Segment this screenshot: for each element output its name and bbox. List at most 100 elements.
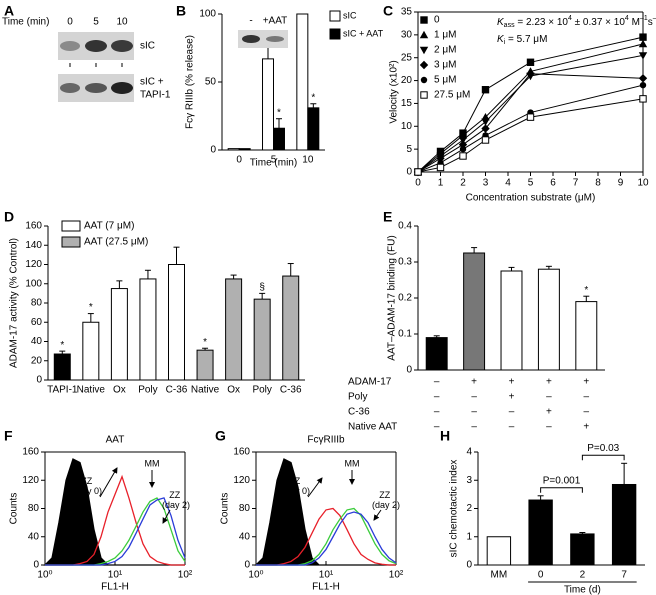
bar	[262, 58, 275, 151]
table-row-label: ADAM-17	[348, 377, 392, 388]
y-tick-label: 0.3	[398, 257, 412, 268]
bar	[82, 321, 100, 381]
fit-line	[417, 36, 644, 173]
x-tick-label: 10¹	[108, 570, 123, 581]
x-tick-label: 10¹	[319, 570, 334, 581]
y-tick-label: 120	[233, 475, 250, 486]
annotation-part: = 2.23 × 10	[515, 17, 569, 28]
annotation-part: ± 0.37 × 10	[572, 17, 625, 28]
table-cell: +	[546, 377, 552, 388]
blot-row-label: TAPI-1	[140, 90, 171, 101]
bracket	[540, 487, 583, 493]
bar	[110, 288, 128, 381]
y-tick-label: 1	[466, 531, 472, 542]
table-cell: –	[584, 407, 590, 418]
annotation-arrow	[307, 477, 323, 498]
table-cell: –	[434, 392, 440, 403]
inset-blot	[238, 30, 288, 48]
bar	[225, 278, 243, 381]
bar	[575, 301, 598, 371]
bar	[238, 148, 251, 151]
bar	[227, 148, 240, 151]
annotation-part: = 5.7 μM	[505, 34, 547, 45]
x-tick-label: 9	[618, 178, 624, 189]
significance-marker: *	[203, 337, 207, 348]
table-cell: –	[434, 377, 440, 388]
y-axis-label: ADAM-17 activity (% Control)	[9, 238, 20, 368]
x-tick-label: Ox	[227, 385, 240, 396]
x-tick-label: Native	[77, 385, 106, 396]
panel-letter: E	[383, 209, 392, 225]
legend-label: 5 μM	[434, 75, 456, 86]
y-tick-label: 35	[401, 7, 413, 18]
point	[420, 16, 428, 24]
annotation: ZZ (day 2)	[162, 490, 190, 510]
legend-label: sIC + AAT	[343, 28, 384, 38]
x-tick-label: 0	[415, 178, 421, 189]
blot-band	[60, 83, 80, 93]
bar	[253, 298, 271, 381]
table-cell: –	[434, 407, 440, 418]
x-tick-label: Ox	[113, 385, 126, 396]
annotation-arrow	[99, 467, 118, 498]
fit-line	[417, 73, 644, 173]
x-tick-label: Native	[191, 385, 220, 396]
point	[458, 131, 468, 139]
bar	[307, 107, 320, 151]
point	[481, 124, 490, 133]
y-tick-label: 160	[25, 221, 42, 232]
y-tick-label: 0.2	[398, 293, 412, 304]
table-cell: –	[546, 392, 552, 403]
legend-swatch	[61, 220, 81, 232]
table-row-label: Poly	[348, 392, 367, 403]
x-tick-label: MM	[491, 570, 508, 581]
y-tick-label: 0	[36, 375, 42, 386]
blot-band	[85, 83, 107, 93]
panel-letter: H	[440, 428, 450, 444]
y-tick-label: 5	[406, 144, 412, 155]
bar	[296, 13, 309, 151]
annotation-part: 4	[625, 15, 629, 22]
y-tick-label: 40	[28, 531, 40, 542]
x-axis-label: Concentration substrate (μM)	[466, 193, 596, 204]
bar	[463, 252, 486, 371]
x-tick-label: 10²	[389, 570, 404, 581]
annotation-part: ass	[504, 22, 515, 29]
fit-line	[417, 98, 644, 173]
y-tick-label: 40	[31, 336, 43, 347]
point	[639, 81, 647, 89]
y-tick-label: 120	[22, 475, 39, 486]
bar	[570, 533, 595, 566]
bar	[273, 127, 285, 151]
inset-label: +AAT	[263, 16, 288, 27]
y-tick-label: 10	[401, 121, 413, 132]
bar	[139, 278, 157, 381]
bar	[500, 270, 523, 371]
bar	[611, 483, 637, 566]
y-tick-label: 160	[22, 447, 39, 458]
panel-letter: D	[4, 209, 14, 225]
x-tick-label: 7	[573, 178, 579, 189]
histogram-area	[254, 458, 396, 566]
lane-label: 10	[116, 17, 128, 28]
fit-line	[417, 84, 644, 173]
annotation-arrow	[373, 509, 382, 521]
inset-band	[242, 35, 260, 43]
y-tick-label: 140	[25, 240, 42, 251]
y-tick-label: 30	[401, 29, 413, 40]
point	[481, 136, 490, 144]
blot-time-label: Time (min)	[2, 17, 49, 28]
annotation-part: 4	[568, 15, 572, 22]
histogram-line	[256, 511, 397, 566]
y-axis-label: sIC chemotactic index	[449, 460, 460, 558]
table-cell: +	[583, 377, 589, 388]
point	[481, 118, 490, 126]
table-cell: +	[583, 422, 589, 433]
y-axis-label: Fcγ RIIIb (% release)	[185, 35, 196, 129]
annotation-part: M	[629, 17, 640, 28]
point	[481, 86, 490, 94]
x-axis-label: Time (min)	[250, 158, 297, 169]
legend-label: AAT (27.5 μM)	[84, 237, 148, 248]
blot-row-label: sIC +	[140, 77, 164, 88]
x-axis-label: FL1-H	[312, 582, 340, 593]
